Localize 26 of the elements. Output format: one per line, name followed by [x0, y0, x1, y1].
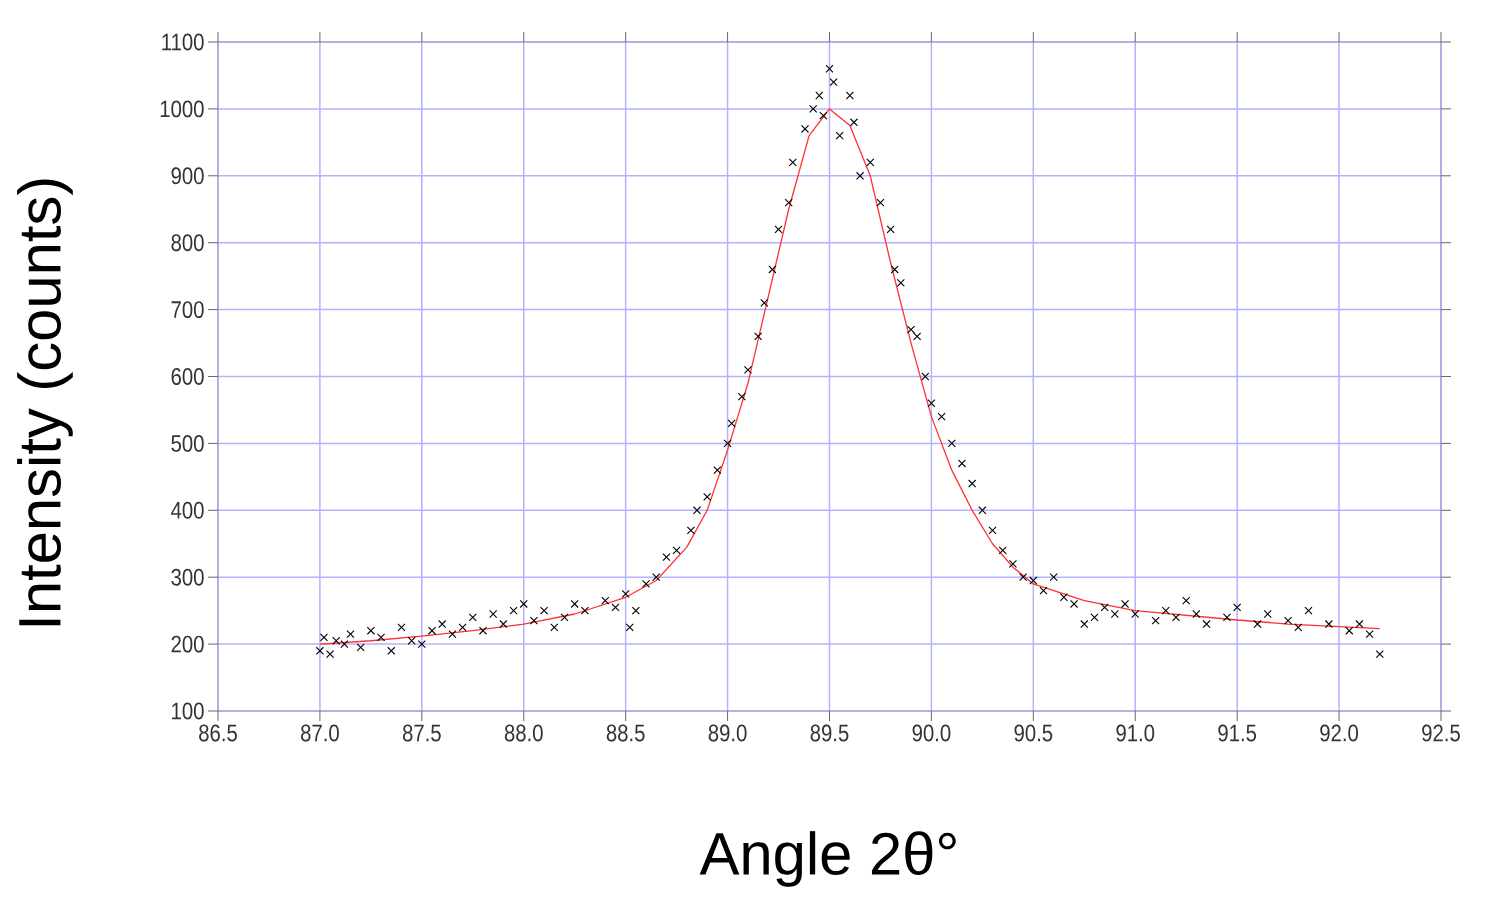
x-tick-label: 87.5: [402, 724, 441, 742]
y-tick-label: 1100: [162, 33, 204, 51]
y-tick-label: 1000: [160, 100, 204, 118]
x-tick-label: 90.5: [1014, 724, 1053, 742]
y-tick-label: 100: [172, 702, 204, 720]
x-tick-label: 86.5: [199, 724, 237, 742]
x-axis-title: Angle 2θ°: [699, 831, 956, 887]
y-tick-label: 600: [171, 368, 204, 385]
x-tick-label: 91.0: [1116, 724, 1155, 742]
x-tick-label: 89.5: [810, 724, 849, 742]
x-tick-label: 92.5: [1422, 724, 1460, 742]
x-tick-label: 87.0: [301, 724, 339, 742]
y-tick-label: 200: [171, 635, 204, 653]
y-tick-label: 300: [171, 568, 204, 586]
x-tick-label: 88.0: [504, 724, 543, 742]
x-tick-label: 92.0: [1320, 724, 1359, 742]
y-tick-label: 800: [171, 234, 204, 252]
x-tick-label: 91.5: [1218, 724, 1257, 742]
y-tick-label: 900: [171, 167, 204, 185]
y-tick-label: 400: [171, 501, 204, 519]
x-tick-label: 90.0: [912, 724, 951, 742]
x-tick-label: 89.0: [708, 724, 747, 742]
x-tick-label: 88.5: [606, 724, 645, 742]
y-tick-label: 700: [171, 301, 204, 319]
y-axis-title: Intensity (counts): [17, 179, 73, 626]
y-tick-label: 500: [171, 434, 204, 452]
